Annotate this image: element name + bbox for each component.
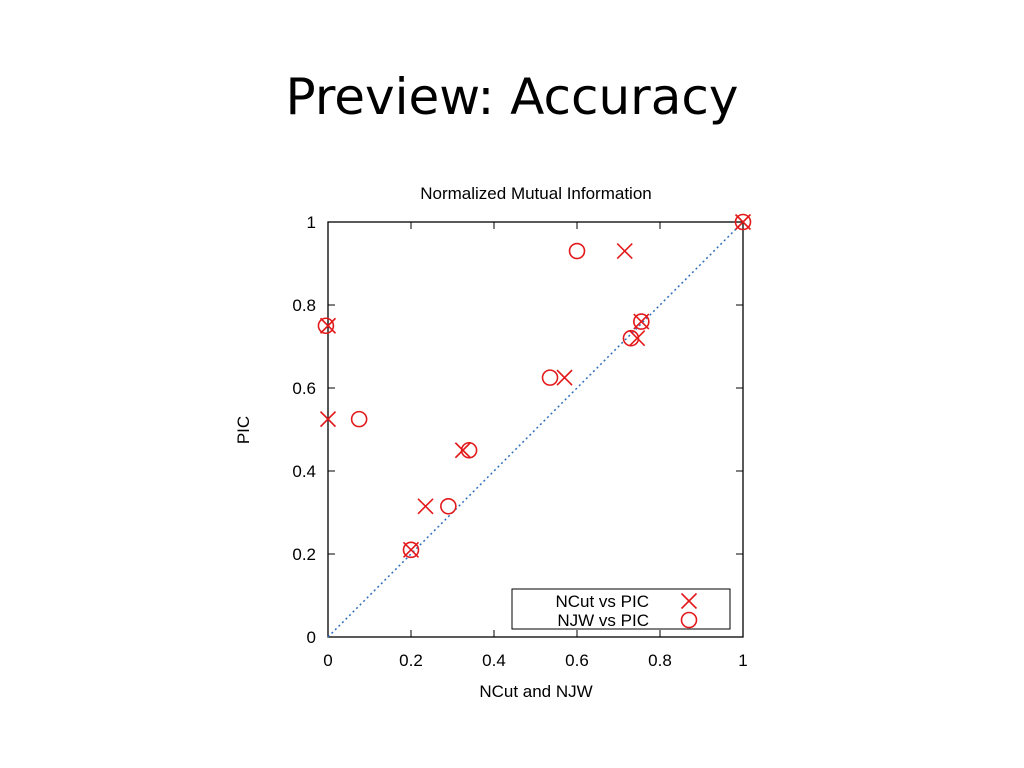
x-marker-stroke xyxy=(556,369,573,386)
ncut-point xyxy=(454,442,471,459)
legend-label: NJW vs PIC xyxy=(557,611,649,630)
ncut-point xyxy=(319,411,337,428)
ncut-point xyxy=(556,369,573,386)
x-marker-stroke xyxy=(319,411,337,428)
x-axis-label: NCut and NJW xyxy=(479,682,592,701)
y-tick-label: 0.2 xyxy=(292,545,316,564)
njw-point xyxy=(460,441,478,459)
x-tick-label: 0.2 xyxy=(399,651,423,670)
y-tick-label: 0.6 xyxy=(292,379,316,398)
x-tick-label: 0.6 xyxy=(565,651,589,670)
x-marker-stroke xyxy=(319,317,337,334)
ncut-point xyxy=(616,242,633,260)
njw-point xyxy=(633,313,650,330)
njw-point xyxy=(568,242,586,260)
legend-label: NCut vs PIC xyxy=(555,592,649,611)
y-tick-label: 0 xyxy=(307,628,316,647)
reference-layer xyxy=(327,221,744,638)
njw-point xyxy=(350,410,368,428)
legend-symbol xyxy=(680,592,698,610)
x-marker-stroke xyxy=(454,442,471,459)
ncut-point xyxy=(629,330,646,347)
njw-point xyxy=(622,329,640,347)
njw-point xyxy=(541,369,559,386)
slide-title: Preview: Accuracy xyxy=(285,68,739,126)
njw-point xyxy=(440,497,457,515)
axes-layer: 0 0.2 0.4 0.6 0.8 1 0 0.2 0.4 0.6 0.8 1 xyxy=(292,213,747,670)
x-tick-label: 0 xyxy=(323,651,332,670)
x-marker-stroke xyxy=(680,592,698,610)
ncut-point xyxy=(417,498,434,515)
njw-point xyxy=(402,541,420,559)
y-tick-label: 0.4 xyxy=(292,462,316,481)
x-marker-stroke xyxy=(616,242,633,260)
x-tick-label: 0.8 xyxy=(648,651,672,670)
y-tick-label: 0.8 xyxy=(292,296,316,315)
x-marker-stroke xyxy=(629,330,646,347)
legend-symbol xyxy=(680,611,698,629)
diagonal-reference-line xyxy=(327,221,744,638)
njw-point xyxy=(317,317,335,335)
chart-title: Normalized Mutual Information xyxy=(420,184,651,203)
y-axis-label: PIC xyxy=(234,416,253,444)
njw-point xyxy=(734,213,752,231)
ncut-point xyxy=(319,317,337,334)
points-layer xyxy=(317,213,752,559)
y-tick-label: 1 xyxy=(307,213,316,232)
plot-frame xyxy=(327,221,744,638)
x-tick-label: 0.4 xyxy=(482,651,506,670)
x-tick-label: 1 xyxy=(738,651,747,670)
x-marker-stroke xyxy=(417,498,434,515)
